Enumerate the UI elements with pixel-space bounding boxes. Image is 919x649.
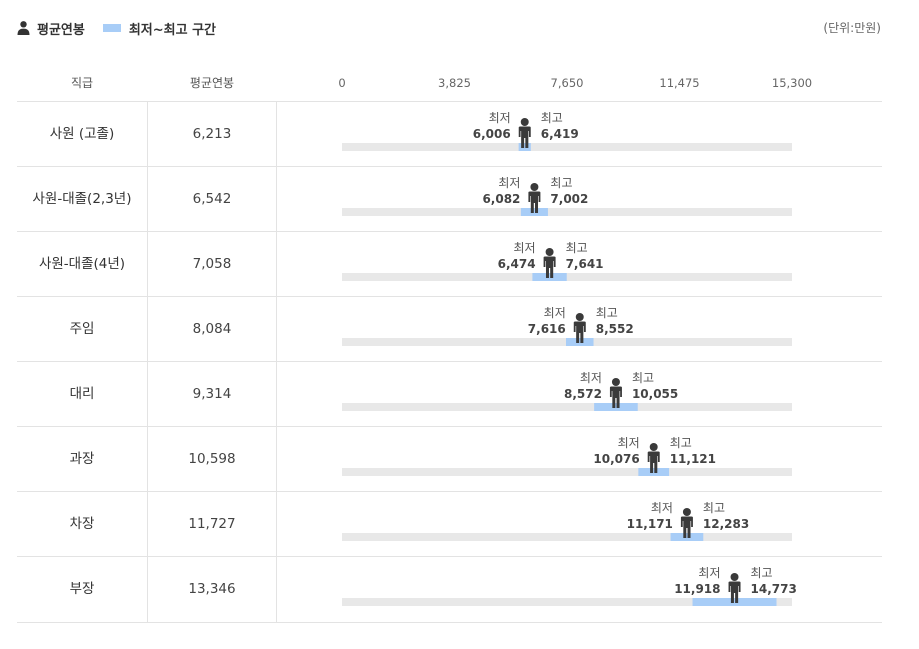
range-bar	[520, 208, 548, 216]
avg-person-marker	[728, 573, 741, 603]
avg-salary-cell: 6,213	[147, 102, 277, 167]
max-value-label: 7,641	[566, 257, 604, 271]
avg-person-marker	[609, 378, 622, 408]
max-value-label: 6,419	[541, 127, 579, 141]
header-avg: 평균연봉	[189, 76, 235, 90]
avg-salary-cell: 7,058	[147, 232, 277, 297]
max-value-label: 12,283	[703, 517, 749, 531]
min-value-label: 7,616	[528, 322, 566, 336]
avg-salary-cell: 6,542	[147, 167, 277, 232]
avg-salary-cell: 8,084	[147, 297, 277, 362]
max-caption: 최고	[541, 111, 563, 125]
x-tick-label: 11,475	[659, 76, 700, 90]
range-bar	[532, 273, 567, 281]
min-caption: 최저	[489, 111, 511, 125]
range-bar	[518, 143, 531, 151]
table-row: 사원-대졸(4년) 7,058	[17, 231, 882, 297]
range-track	[342, 208, 792, 216]
rank-cell: 주임	[69, 321, 95, 337]
min-value-label: 6,006	[473, 127, 511, 141]
table-row: 사원-대졸(2,3년) 6,542	[17, 166, 882, 232]
min-caption: 최저	[698, 566, 720, 580]
avg-person-marker	[518, 118, 531, 148]
min-caption: 최저	[618, 436, 640, 450]
range-bar	[670, 533, 704, 541]
range-track	[342, 403, 792, 411]
rank-cell: 부장	[69, 581, 95, 597]
min-caption: 최저	[544, 306, 566, 320]
min-value-label: 8,572	[564, 387, 602, 401]
min-caption: 최저	[651, 501, 673, 515]
avg-salary-cell: 13,346	[147, 557, 277, 622]
table-row: 차장 11,727	[17, 491, 882, 557]
range-track	[342, 273, 792, 281]
avg-person-marker	[528, 183, 541, 213]
range-bar	[638, 468, 670, 476]
avg-salary-cell: 9,314	[147, 362, 277, 427]
max-caption: 최고	[550, 176, 572, 190]
max-caption: 최고	[670, 436, 692, 450]
min-value-label: 11,171	[627, 517, 673, 531]
max-value-label: 8,552	[596, 322, 634, 336]
max-caption: 최고	[703, 501, 725, 515]
range-bar	[566, 338, 594, 346]
table-row: 사원 (고졸) 6,213	[17, 101, 882, 167]
legend-avg-label: 평균연봉	[37, 22, 85, 38]
x-tick-label: 3,825	[438, 76, 471, 90]
table-row: 부장 13,346	[17, 556, 882, 623]
min-caption: 최저	[580, 371, 602, 385]
legend: 평균연봉 최저~최고 구간	[17, 17, 216, 39]
min-value-label: 11,918	[674, 582, 720, 596]
avg-person-marker	[680, 508, 693, 538]
min-caption: 최저	[498, 176, 520, 190]
table-row: 주임 8,084	[17, 296, 882, 362]
max-caption: 최고	[632, 371, 654, 385]
min-value-label: 10,076	[593, 452, 639, 466]
x-tick-label: 15,300	[771, 76, 813, 90]
max-value-label: 11,121	[670, 452, 716, 466]
rank-cell: 사원-대졸(2,3년)	[32, 191, 132, 207]
rank-cell: 대리	[69, 386, 95, 402]
max-caption: 최고	[751, 566, 773, 580]
rank-cell: 사원-대졸(4년)	[38, 256, 126, 272]
max-value-label: 10,055	[632, 387, 678, 401]
avg-person-marker	[543, 248, 556, 278]
legend-range-swatch	[102, 24, 121, 32]
unit-label: (단위:만원)	[823, 21, 881, 35]
rank-cell: 차장	[69, 516, 95, 532]
max-value-label: 7,002	[550, 192, 588, 206]
max-value-label: 14,773	[751, 582, 797, 596]
person-icon	[17, 21, 30, 35]
range-track	[342, 533, 792, 541]
header-rank: 직급	[70, 76, 94, 90]
range-track	[342, 468, 792, 476]
table-row: 과장 10,598	[17, 426, 882, 492]
min-value-label: 6,474	[498, 257, 536, 271]
range-bar	[594, 403, 638, 411]
x-tick-label: 0	[338, 76, 346, 90]
max-caption: 최고	[596, 306, 618, 320]
min-value-label: 6,082	[482, 192, 520, 206]
legend-range-label: 최저~최고 구간	[128, 22, 217, 38]
rank-cell: 과장	[69, 451, 95, 467]
min-caption: 최저	[513, 241, 535, 255]
avg-salary-cell: 11,727	[147, 492, 277, 557]
avg-person-marker	[573, 313, 586, 343]
avg-salary-cell: 10,598	[147, 427, 277, 492]
range-track	[342, 143, 792, 151]
table-row: 대리 9,314	[17, 361, 882, 427]
range-bar	[692, 598, 777, 606]
range-track	[342, 598, 792, 606]
rank-cell: 사원 (고졸)	[49, 126, 115, 142]
avg-person-marker	[647, 443, 660, 473]
max-caption: 최고	[566, 241, 588, 255]
x-tick-label: 7,650	[550, 76, 584, 90]
